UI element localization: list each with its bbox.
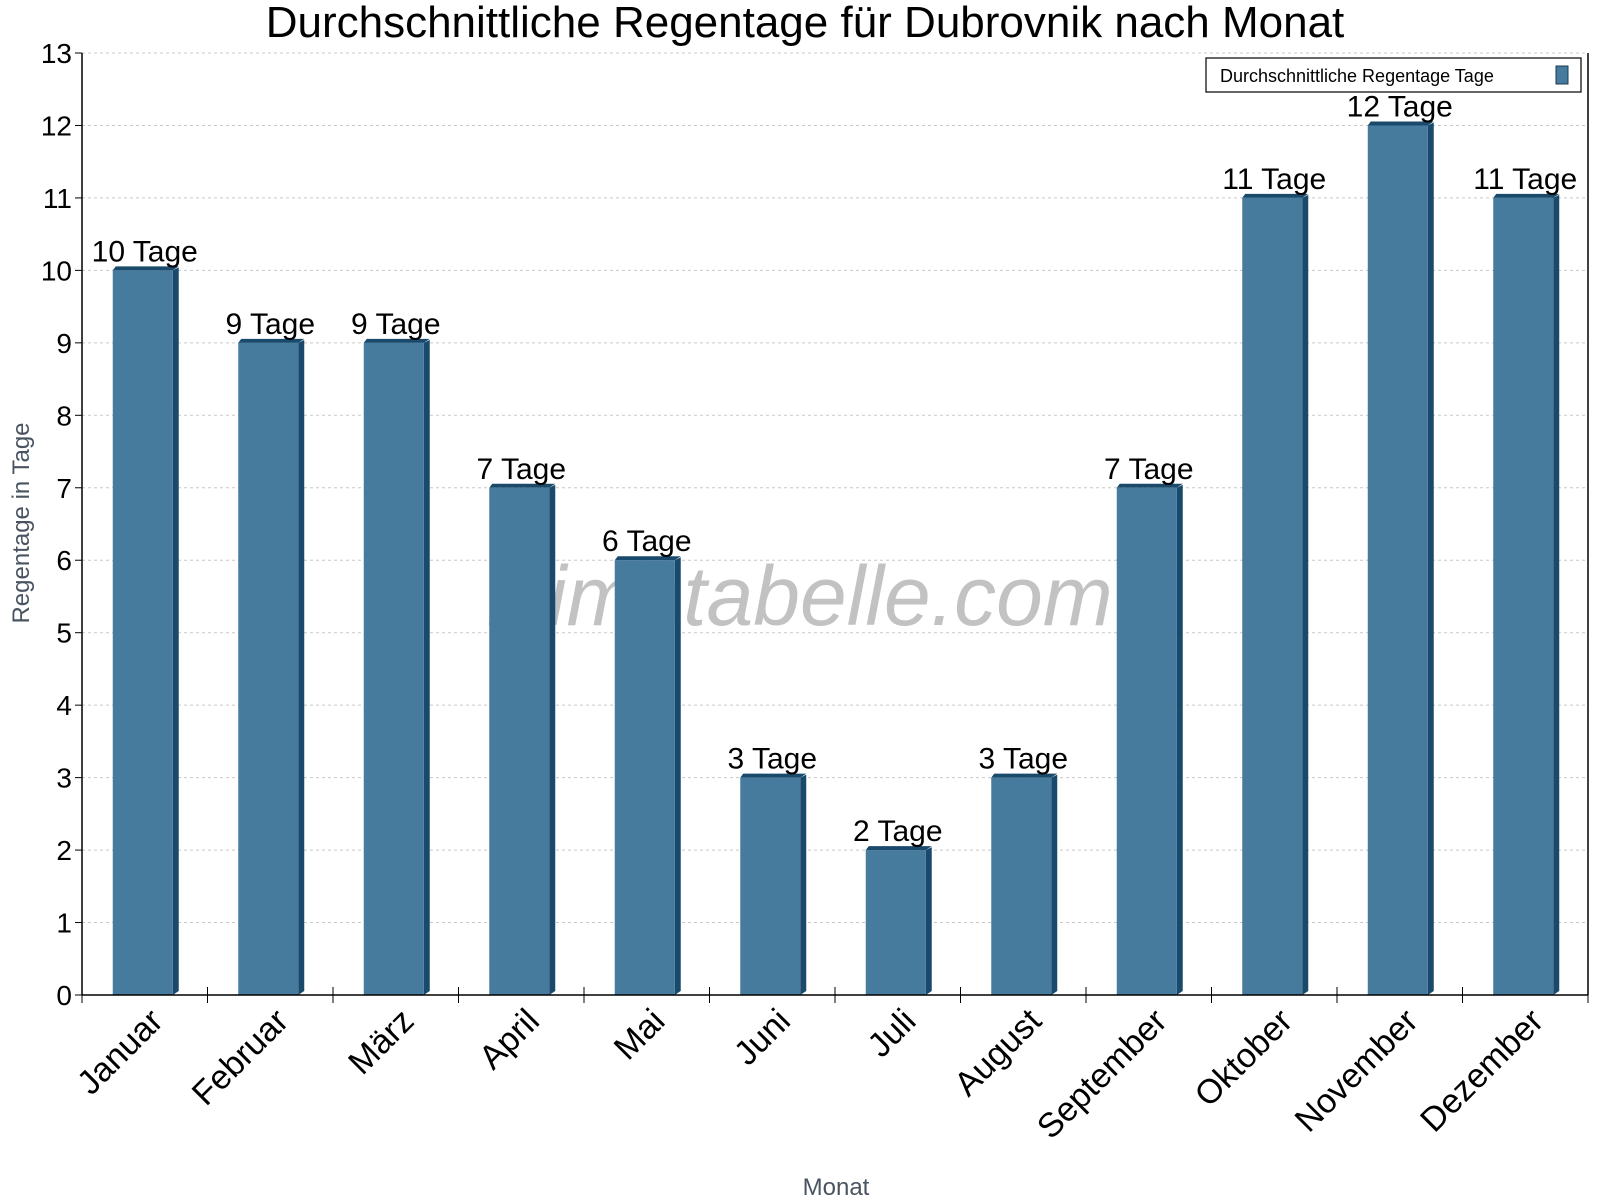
bar-side [674,557,681,995]
x-tick-label: Dezember [1413,1002,1551,1140]
bar-side [925,847,932,995]
bars: 10 Tage 9 Tage 9 Tage 7 Tage 6 Tage 3 Tage 2 T… [92,90,1577,995]
y-tick-label: 1 [56,908,72,939]
legend-label: Durchschnittliche Regentage Tage [1220,66,1494,86]
x-tick-label: Oktober [1188,1002,1300,1114]
data-label: 2 Tage [853,815,943,848]
bar-top [1493,193,1560,198]
bar-side [549,484,556,995]
x-tick-label: April [472,1002,547,1077]
bar [489,487,550,995]
x-tick-label: August [947,1001,1049,1103]
watermark-text: klimatabelle.com [487,549,1113,643]
legend-box [1205,57,1582,93]
watermark: klimatabelle.com [487,549,1113,643]
bar-top [363,338,430,343]
bar [614,560,675,995]
bar-top [1367,121,1434,126]
bar-top [865,846,932,851]
bar [238,342,299,995]
legend-swatch [1555,65,1569,85]
y-tick-label: 11 [43,183,72,214]
data-label: 9 Tage [351,308,441,341]
data-label: 7 Tage [1104,453,1194,486]
bar-top [1116,483,1183,488]
x-axis-label: Monat [803,1174,870,1200]
bar-top [238,338,305,343]
bar-side [1427,122,1434,995]
x-tick-label: März [341,1002,421,1082]
y-tick-label: 6 [56,545,72,576]
x-tick-label: Januar [70,1002,170,1102]
data-label: 3 Tage [727,743,817,776]
y-tick-label: 7 [56,473,72,504]
legend: Durchschnittliche Regentage Tage [1205,57,1582,93]
data-label: 6 Tage [602,525,692,558]
x-tick-label: November [1288,1002,1426,1140]
bar [740,777,801,995]
y-tick-label: 5 [56,618,72,649]
bar-top [112,266,179,271]
bar-side [1553,194,1560,995]
bar-top [991,773,1058,778]
bar [112,270,173,995]
bar-side [800,774,807,995]
data-label: 11 Tage [1222,163,1326,196]
data-label: 7 Tage [476,453,566,486]
x-tick-label: September [1030,1002,1174,1146]
grid [82,52,1588,924]
bar-side [1051,774,1058,995]
y-tick-label: 3 [56,763,72,794]
bar [1493,197,1554,995]
x-tick-label: Mai [607,1002,673,1068]
bar [363,342,424,995]
bar [1116,487,1177,995]
y-tick-label: 12 [41,110,72,141]
x-tick-label: Februar [185,1002,296,1113]
y-tick-label: 2 [56,835,72,866]
bar [865,850,926,995]
y-tick-label: 0 [56,980,72,1011]
bar-side [298,339,305,995]
bar-side [172,267,179,995]
data-label: 9 Tage [225,308,315,341]
y-tick-label: 9 [56,328,72,359]
y-tick-label: 10 [41,255,72,286]
y-tick-label: 4 [56,690,72,721]
x-tick-label: Juni [727,1002,798,1073]
data-label: 11 Tage [1473,163,1577,196]
bar [991,777,1052,995]
y-tick-label: 8 [56,400,72,431]
x-tick-label: Juli [860,1002,923,1065]
bar-top [614,556,681,561]
bar [1242,197,1303,995]
chart-title: Durchschnittliche Regentage für Dubrovni… [266,0,1345,47]
bar-side [423,339,430,995]
y-axis-label: Regentage in Tage [8,422,35,623]
bar [1367,125,1428,995]
bar-side [1302,194,1309,995]
data-label: 12 Tage [1347,90,1453,123]
y-tick-label: 13 [41,38,72,69]
bar-top [1242,193,1309,198]
data-label: 3 Tage [978,743,1068,776]
bar-top [740,773,807,778]
data-label: 10 Tage [92,235,198,268]
bar-side [1176,484,1183,995]
bar-top [489,483,556,488]
